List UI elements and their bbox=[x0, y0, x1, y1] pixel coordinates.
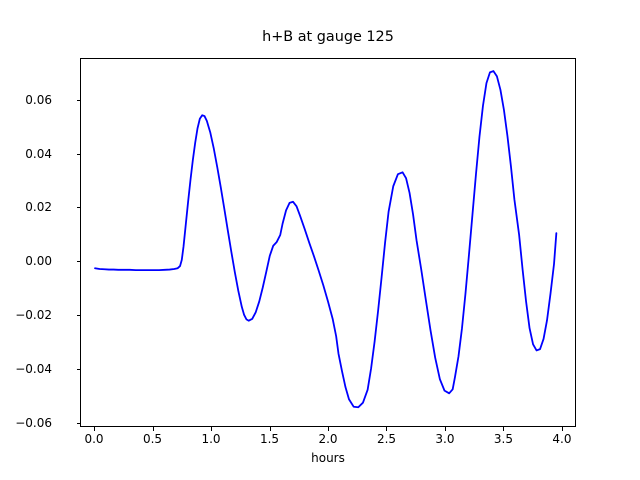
y-axis-tick-label: 0.02 bbox=[25, 200, 52, 215]
x-axis-tick-mark bbox=[328, 427, 329, 431]
x-axis-tick-mark bbox=[94, 427, 95, 431]
page-title: h+B at gauge 125 bbox=[262, 29, 394, 45]
y-axis-tick-mark bbox=[76, 422, 80, 424]
y-axis-tick-mark bbox=[76, 261, 80, 263]
plot-axes-area bbox=[80, 58, 576, 427]
x-axis-tick-mark bbox=[211, 427, 212, 431]
x-axis-tick-mark bbox=[503, 427, 505, 431]
y-axis-tick-label: −0.04 bbox=[15, 362, 52, 377]
x-axis-tick-label: 2.5 bbox=[376, 432, 397, 446]
x-axis-label: hours bbox=[311, 451, 345, 465]
y-axis-tick-label: −0.02 bbox=[15, 308, 52, 323]
y-axis-tick-mark bbox=[76, 153, 80, 155]
x-axis-tick-label: 3.0 bbox=[435, 432, 455, 446]
y-axis-tick-mark bbox=[76, 369, 80, 370]
x-axis-tick-mark bbox=[561, 427, 563, 431]
x-axis-tick-mark bbox=[386, 427, 388, 431]
x-axis-tick-label: 0.5 bbox=[142, 432, 163, 446]
y-axis-tick-label: −0.06 bbox=[15, 415, 52, 430]
x-axis-tick-mark bbox=[444, 427, 446, 431]
x-axis-tick-label: 1.0 bbox=[201, 432, 221, 446]
x-axis-tick-label: 3.5 bbox=[493, 432, 514, 446]
x-axis-tick-label: 1.5 bbox=[259, 432, 280, 446]
x-axis-tick-label: 2.0 bbox=[318, 432, 338, 446]
y-axis-tick-mark bbox=[76, 207, 80, 209]
x-axis-tick-label: 4.0 bbox=[552, 432, 572, 446]
y-axis-tick-label: 0.04 bbox=[25, 146, 52, 161]
data-series-line-h-plus-b bbox=[94, 70, 558, 409]
y-axis-tick-mark bbox=[76, 315, 80, 317]
y-axis-tick-label: 0.06 bbox=[25, 92, 52, 107]
x-axis-tick-label: 0.0 bbox=[84, 432, 104, 446]
x-axis-tick-mark bbox=[269, 427, 271, 431]
x-axis-tick-mark bbox=[152, 427, 154, 431]
y-axis-tick-label: 0.00 bbox=[25, 254, 52, 269]
chart-plot-svg bbox=[94, 70, 558, 409]
y-axis-tick-mark bbox=[76, 99, 80, 101]
